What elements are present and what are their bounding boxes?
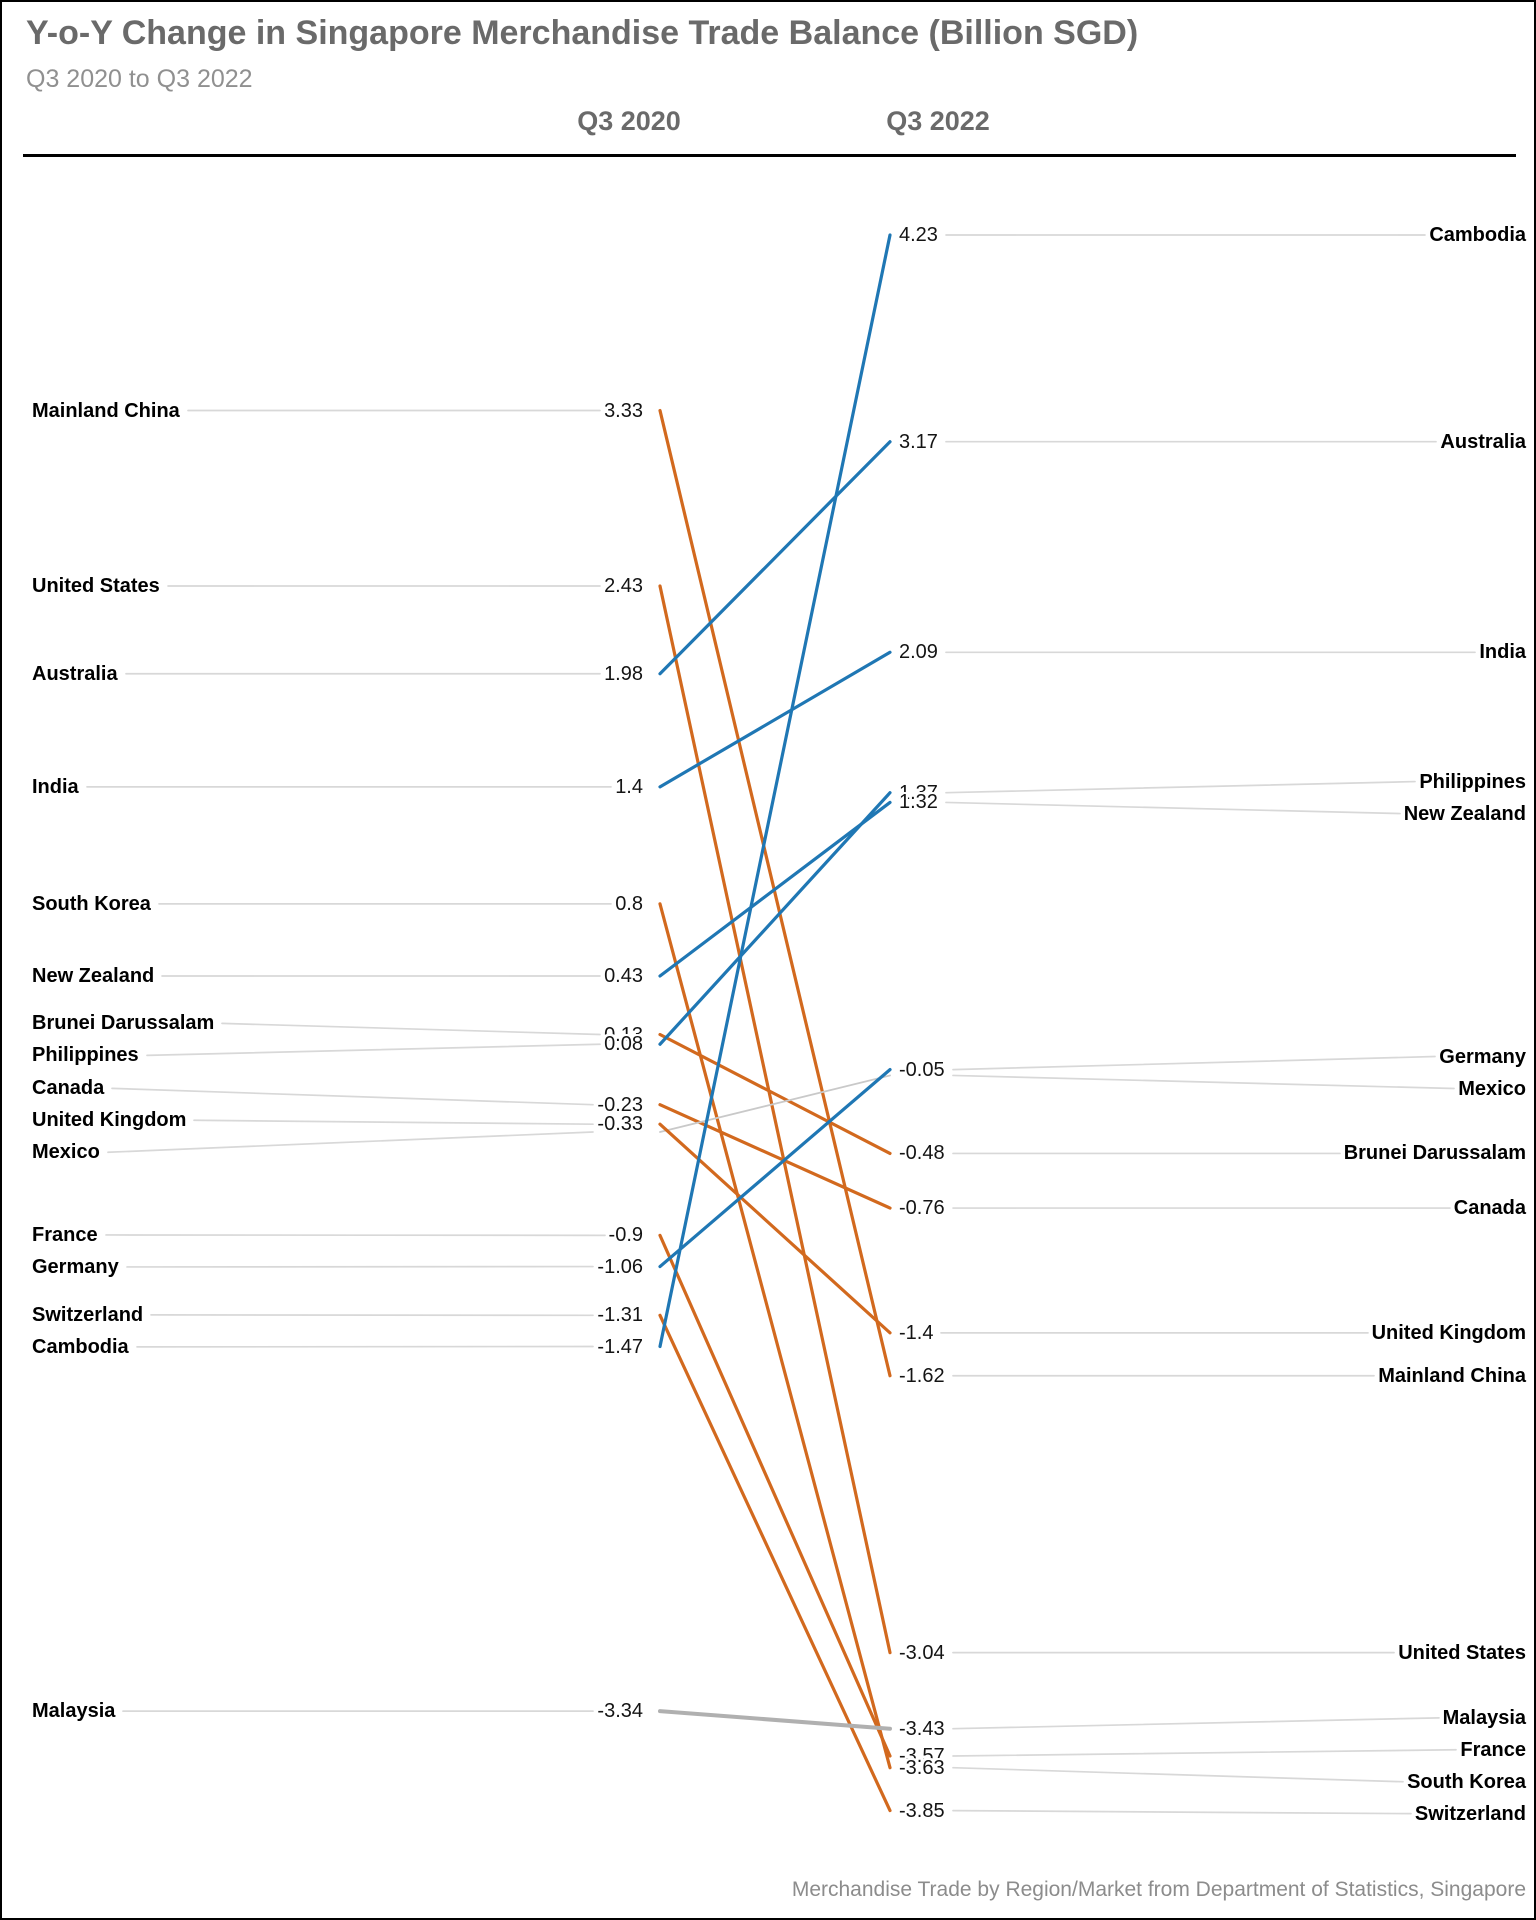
value-label-right: -1.62	[899, 1364, 945, 1387]
value-label-right: -0.48	[899, 1142, 945, 1165]
connector-line	[221, 1022, 601, 1036]
country-label-right: Cambodia	[1429, 224, 1526, 246]
connector-line	[111, 1087, 594, 1106]
chart-subtitle: Q3 2020 to Q3 2022	[26, 65, 253, 93]
column-header-q3-2022: Q3 2022	[886, 106, 990, 136]
slope-line	[658, 800, 892, 978]
value-label-right: -3.85	[899, 1799, 945, 1822]
country-label-left: Brunei Darussalam	[32, 1012, 215, 1035]
slope-line	[658, 1103, 892, 1210]
country-label-left: South Korea	[32, 892, 151, 915]
slope-line	[658, 1313, 892, 1813]
country-label-right: France	[1460, 1738, 1526, 1761]
country-label-right: Switzerland	[1414, 1802, 1526, 1825]
slope-line	[658, 650, 892, 789]
country-label-right: India	[1479, 641, 1526, 664]
country-label-right: Mainland China	[1378, 1364, 1526, 1387]
country-label-left: Mainland China	[32, 399, 180, 422]
country-label-right: New Zealand	[1403, 802, 1526, 825]
value-label-left: 0.08	[604, 1033, 643, 1056]
value-label-left: 0.8	[615, 892, 643, 915]
country-label-left: Switzerland	[32, 1303, 144, 1326]
connector-line	[952, 1766, 1404, 1783]
country-label-left: India	[32, 775, 79, 798]
value-label-left: 0.13	[604, 1023, 643, 1046]
chart-title: Y-o-Y Change in Singapore Merchandise Tr…	[26, 14, 1139, 52]
value-label-left: -3.34	[597, 1700, 643, 1723]
slope-line	[658, 902, 892, 1770]
value-label-left: -0.23	[597, 1093, 643, 1116]
country-label-left: Philippines	[32, 1044, 139, 1067]
country-label-right: Philippines	[1419, 770, 1526, 793]
slope-line	[658, 791, 892, 1046]
country-label-left: Germany	[32, 1255, 119, 1278]
country-label-left: Cambodia	[32, 1335, 129, 1358]
country-label-right: Canada	[1453, 1197, 1526, 1220]
connector-line	[952, 1716, 1440, 1730]
connector-line	[146, 1043, 601, 1057]
country-label-right: Brunei Darussalam	[1343, 1142, 1526, 1165]
header-rule	[23, 154, 1516, 157]
slope-line	[658, 1067, 892, 1269]
value-label-right: 1.32	[899, 791, 938, 814]
slope-line	[658, 1122, 892, 1335]
value-label-right: 3.17	[899, 430, 938, 453]
country-label-left: France	[32, 1223, 98, 1246]
value-label-left: 1.4	[615, 775, 643, 798]
connector-line	[952, 1809, 1412, 1815]
country-label-right: South Korea	[1407, 1770, 1526, 1793]
country-label-right: Australia	[1440, 430, 1526, 453]
country-label-right: Germany	[1439, 1045, 1526, 1068]
value-label-left: -1.47	[597, 1335, 643, 1358]
country-label-left: Canada	[32, 1077, 105, 1100]
value-label-left: -0.9	[608, 1224, 643, 1247]
value-label-right: 4.23	[899, 224, 938, 246]
country-label-left: Mexico	[32, 1141, 100, 1164]
value-label-right: 2.09	[899, 641, 938, 664]
slope-line	[658, 584, 892, 1655]
country-label-left: Malaysia	[32, 1700, 116, 1723]
value-label-right: -3.43	[899, 1717, 945, 1740]
connector-line	[952, 1074, 1455, 1090]
country-label-left: Australia	[32, 662, 118, 685]
country-label-right: Mexico	[1458, 1077, 1526, 1100]
slope-line	[658, 1233, 892, 1758]
value-label-right: -3.57	[899, 1745, 945, 1767]
value-label-right: -3.04	[899, 1641, 945, 1664]
value-label-left: 1.98	[604, 662, 643, 685]
country-label-right: United Kingdom	[1371, 1321, 1526, 1344]
value-label-left: -0.33	[597, 1113, 643, 1136]
country-label-left: New Zealand	[32, 965, 155, 987]
connector-line	[952, 1055, 1436, 1071]
country-label-right: United States	[1398, 1641, 1526, 1664]
source-caption: Merchandise Trade by Region/Market from …	[791, 1878, 1526, 1901]
slope-line	[658, 1032, 892, 1156]
value-label-right: -0.76	[899, 1197, 945, 1220]
country-label-left: United States	[32, 575, 160, 597]
column-header-q3-2020: Q3 2020	[577, 106, 681, 136]
connector-line	[107, 1131, 594, 1154]
value-label-left: 0.43	[604, 965, 643, 987]
value-label-left: -1.06	[597, 1255, 643, 1278]
slope-line	[658, 233, 892, 1349]
connector-line	[952, 1748, 1457, 1757]
country-label-left: United Kingdom	[32, 1109, 187, 1132]
value-label-right: -1.4	[899, 1321, 934, 1344]
value-label-left: 3.33	[604, 399, 643, 422]
value-label-left: 2.43	[604, 575, 643, 597]
slope-line	[658, 440, 892, 676]
slope-line	[659, 1074, 891, 1133]
connector-line	[945, 780, 1416, 794]
country-label-right: Malaysia	[1442, 1706, 1526, 1729]
value-label-right: -3.63	[899, 1756, 945, 1779]
connector-line	[945, 801, 1401, 815]
connector-line	[193, 1119, 594, 1126]
value-label-right: 1.37	[899, 781, 938, 804]
value-label-right: -0.05	[899, 1058, 945, 1081]
slope-line	[658, 408, 892, 1378]
slope-line	[658, 1709, 892, 1731]
value-label-left: -1.31	[597, 1304, 643, 1327]
